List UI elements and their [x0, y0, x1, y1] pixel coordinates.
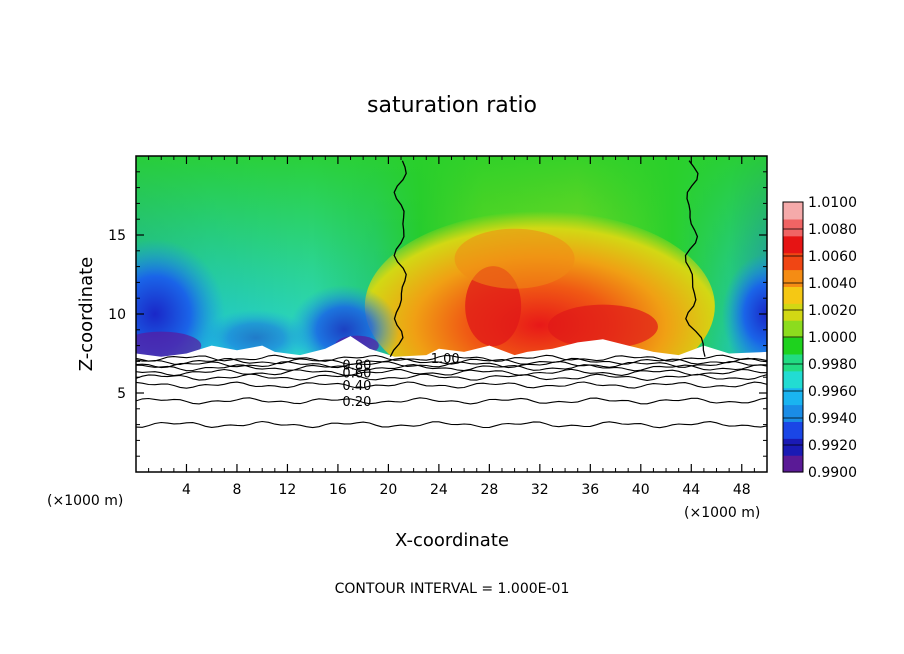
x-tick-label: 40 [632, 482, 650, 498]
x-tick-label: 44 [682, 482, 700, 498]
colorbar-band [783, 438, 803, 456]
colorbar-band [783, 218, 803, 237]
colorbar-label: 0.9920 [808, 438, 857, 454]
x-tick-label: 20 [379, 482, 397, 498]
contour-interval-footer: CONTOUR INTERVAL = 1.000E-01 [335, 581, 570, 597]
contour-label-0-40: 0.40 [342, 379, 371, 394]
contour-line [136, 364, 767, 372]
colorbar-label: 0.9940 [808, 411, 857, 427]
colorbar-label: 1.0040 [808, 276, 857, 292]
x-unit-left: (×1000 m) [47, 493, 123, 509]
x-tick-label: 4 [182, 482, 191, 498]
contour-label-1-00: 1.00 [431, 352, 460, 367]
contour-labels: 0.200.400.600.80 1.00 [342, 352, 459, 410]
field-purple-left [136, 331, 202, 360]
colorbar-label: 1.0000 [808, 330, 857, 346]
colorbar: 0.9900 0.9920 0.9940 0.9960 0.9980 1.0000 1.00… [782, 195, 857, 481]
colorbar-band [783, 269, 803, 287]
colorbar-label: 1.0060 [808, 249, 857, 265]
x-tick-label: 32 [531, 482, 549, 498]
y-tick-label: 5 [117, 386, 126, 402]
contour-line [136, 373, 767, 381]
contour-line [136, 360, 767, 369]
colorbar-band [783, 202, 803, 220]
colorbar-band [783, 252, 803, 271]
y-tick-label: 15 [108, 228, 126, 244]
colorbar-label: 0.9980 [808, 357, 857, 373]
y-tick-label: 10 [108, 307, 126, 323]
x-tick-label: 36 [581, 482, 599, 498]
field-layer [136, 156, 767, 472]
field-red-core-right [547, 304, 658, 349]
colorbar-label: 1.0080 [808, 222, 857, 238]
contour-lines [136, 160, 767, 429]
contour-line-1-00-vertical [389, 160, 407, 357]
contour-line [136, 397, 767, 405]
colorbar-label: 0.9900 [808, 465, 857, 481]
x-tick-label: 28 [480, 482, 498, 498]
contour-label-0-60: 0.60 [342, 367, 371, 382]
colorbar-band [783, 235, 803, 254]
colorbar-band [783, 286, 803, 304]
x-tick-label: 12 [278, 482, 296, 498]
colorbar-band [783, 455, 803, 473]
colorbar-band [783, 387, 803, 406]
colorbar-band [783, 353, 803, 372]
contour-label-0-80: 0.80 [342, 359, 371, 374]
x-tick-label: 16 [329, 482, 347, 498]
x-tick-label: 8 [233, 482, 242, 498]
colorbar-band [783, 320, 803, 338]
field-orange-cap [454, 228, 575, 289]
x-unit-right: (×1000 m) [684, 505, 760, 521]
colorbar-band [783, 337, 803, 355]
colorbar-label: 0.9960 [808, 384, 857, 400]
contour-label-0-20: 0.20 [342, 395, 371, 410]
x-tick-label: 48 [733, 482, 751, 498]
colorbar-band [783, 421, 803, 439]
contour-line [136, 354, 767, 362]
colorbar-band [783, 303, 803, 321]
contour-line [136, 368, 767, 377]
field-blue-right [722, 254, 767, 374]
colorbar-label: 1.0020 [808, 303, 857, 319]
contour-line [136, 420, 767, 429]
colorbar-band [783, 370, 803, 389]
x-tick-label: 24 [430, 482, 448, 498]
contour-line [136, 357, 767, 366]
x-axis-label: X-coordinate [395, 530, 509, 551]
chart-title: saturation ratio [367, 93, 537, 118]
contour-line-1-00-vertical [684, 160, 706, 357]
plot-area: 0.200.400.600.80 1.00 [136, 156, 767, 472]
contour-line [136, 381, 767, 389]
colorbar-label: 1.0100 [808, 195, 857, 211]
colorbar-band [783, 404, 803, 422]
y-axis-label: Z-coordinate [76, 257, 97, 372]
